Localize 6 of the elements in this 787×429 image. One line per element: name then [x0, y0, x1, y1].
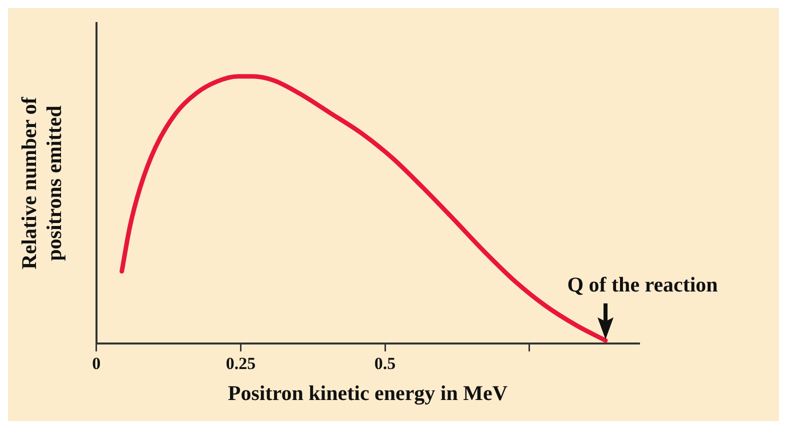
x-tick-label: 0.25	[226, 354, 256, 373]
annotation: Q of the reaction	[567, 272, 718, 296]
x-axis-title: Positron kinetic energy in MeV	[228, 380, 508, 405]
x-tick-label: 0	[92, 354, 101, 373]
y-axis-title: Relative number of positrons emitted	[17, 96, 66, 270]
x-tick-label: 0.5	[374, 354, 396, 373]
